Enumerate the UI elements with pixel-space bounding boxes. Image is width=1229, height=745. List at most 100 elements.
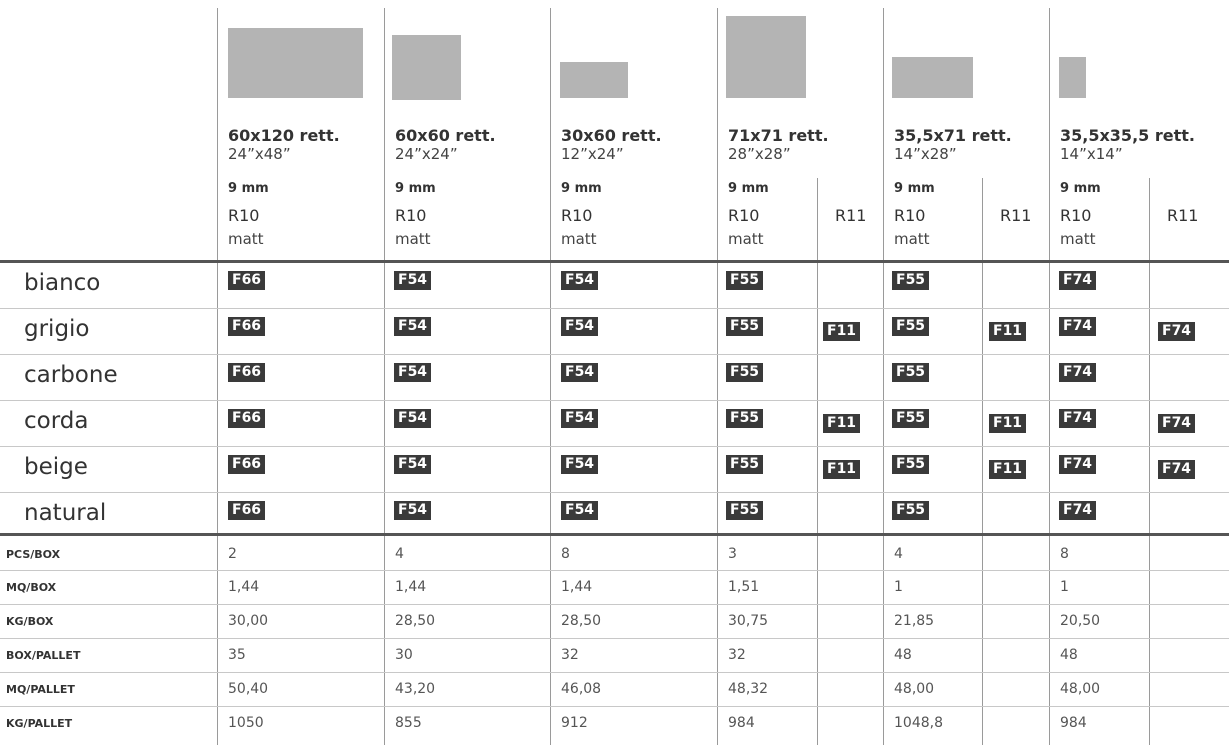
spec-value: 48 bbox=[894, 647, 912, 663]
tile-size-swatch bbox=[560, 62, 628, 98]
tile-size-swatch bbox=[726, 16, 806, 98]
size-inch: 12”x24” bbox=[561, 145, 624, 163]
row-divider bbox=[0, 706, 1229, 707]
article-code-badge: F55 bbox=[892, 271, 930, 290]
article-code-badge: F55 bbox=[726, 363, 764, 382]
spec-value: 1 bbox=[1060, 579, 1069, 595]
row-divider bbox=[0, 400, 1229, 401]
finish-label: matt bbox=[561, 230, 597, 248]
article-code-badge: F54 bbox=[394, 363, 432, 382]
column-divider bbox=[384, 8, 385, 745]
spec-value: 1,44 bbox=[561, 579, 593, 595]
spec-value: 32 bbox=[728, 647, 746, 663]
slip-rating-label: R10 bbox=[228, 206, 260, 225]
size-title: 30x60 rett. bbox=[561, 126, 662, 145]
spec-value: 30 bbox=[395, 647, 413, 663]
spec-value: 48 bbox=[1060, 647, 1078, 663]
size-title: 35,5x35,5 rett. bbox=[1060, 126, 1195, 145]
spec-label: BOX/PALLET bbox=[6, 649, 81, 662]
article-code-badge: F55 bbox=[892, 409, 930, 428]
article-code-badge: F55 bbox=[892, 317, 930, 336]
spec-value: 4 bbox=[395, 546, 404, 562]
article-code-badge: F54 bbox=[394, 271, 432, 290]
spec-value: 35 bbox=[228, 647, 246, 663]
spec-value: 48,00 bbox=[894, 681, 935, 697]
article-code-badge: F74 bbox=[1059, 409, 1097, 428]
column-divider bbox=[550, 8, 551, 745]
spec-value: 48,32 bbox=[728, 681, 769, 697]
color-name: natural bbox=[24, 500, 107, 526]
spec-value: 1 bbox=[894, 579, 903, 595]
color-name: carbone bbox=[24, 362, 118, 388]
size-title: 35,5x71 rett. bbox=[894, 126, 1012, 145]
article-code-badge: F66 bbox=[228, 455, 266, 474]
spec-value: 3 bbox=[728, 546, 737, 562]
spec-value: 43,20 bbox=[395, 681, 436, 697]
size-inch: 14”x28” bbox=[894, 145, 957, 163]
slip-rating-r11-label: R11 bbox=[835, 206, 867, 225]
article-code-badge: F54 bbox=[394, 317, 432, 336]
color-name: bianco bbox=[24, 270, 101, 296]
header-separator bbox=[0, 260, 1229, 263]
finish-label: matt bbox=[894, 230, 930, 248]
article-code-badge: F55 bbox=[726, 271, 764, 290]
thickness-label: 9 mm bbox=[561, 181, 602, 196]
article-code-badge: F66 bbox=[228, 271, 266, 290]
tile-size-swatch bbox=[892, 57, 973, 98]
row-divider bbox=[0, 308, 1229, 309]
spec-value: 46,08 bbox=[561, 681, 602, 697]
article-code-badge: F74 bbox=[1059, 363, 1097, 382]
size-inch: 24”x48” bbox=[228, 145, 291, 163]
subcolumn-divider bbox=[1149, 178, 1150, 745]
slip-rating-label: R10 bbox=[894, 206, 926, 225]
article-code-badge: F11 bbox=[989, 460, 1027, 479]
row-divider bbox=[0, 604, 1229, 605]
slip-rating-r11-label: R11 bbox=[1167, 206, 1199, 225]
spec-value: 1050 bbox=[228, 715, 264, 731]
article-code-badge: F66 bbox=[228, 409, 266, 428]
finish-label: matt bbox=[1060, 230, 1096, 248]
tile-size-swatch bbox=[228, 28, 363, 98]
spec-value: 30,00 bbox=[228, 613, 269, 629]
article-code-badge: F54 bbox=[561, 317, 599, 336]
article-code-badge: F55 bbox=[892, 363, 930, 382]
article-code-badge: F55 bbox=[726, 409, 764, 428]
slip-rating-label: R10 bbox=[728, 206, 760, 225]
article-code-badge: F54 bbox=[561, 409, 599, 428]
thickness-label: 9 mm bbox=[894, 181, 935, 196]
color-name: grigio bbox=[24, 316, 90, 342]
size-title: 60x120 rett. bbox=[228, 126, 340, 145]
article-code-badge: F74 bbox=[1059, 271, 1097, 290]
spec-value: 28,50 bbox=[395, 613, 436, 629]
slip-rating-r11-label: R11 bbox=[1000, 206, 1032, 225]
spec-label: MQ/PALLET bbox=[6, 683, 75, 696]
column-divider bbox=[1049, 8, 1050, 745]
subcolumn-divider bbox=[817, 178, 818, 745]
article-code-badge: F54 bbox=[561, 455, 599, 474]
size-title: 71x71 rett. bbox=[728, 126, 829, 145]
table-separator bbox=[0, 533, 1229, 536]
article-code-badge: F74 bbox=[1059, 455, 1097, 474]
spec-label: PCS/BOX bbox=[6, 548, 61, 561]
spec-value: 855 bbox=[395, 715, 422, 731]
spec-value: 984 bbox=[1060, 715, 1087, 731]
row-divider bbox=[0, 638, 1229, 639]
row-divider bbox=[0, 672, 1229, 673]
thickness-label: 9 mm bbox=[1060, 181, 1101, 196]
article-code-badge: F11 bbox=[989, 414, 1027, 433]
finish-label: matt bbox=[395, 230, 431, 248]
article-code-badge: F54 bbox=[394, 409, 432, 428]
spec-value: 2 bbox=[228, 546, 237, 562]
spec-value: 8 bbox=[1060, 546, 1069, 562]
spec-value: 1,44 bbox=[228, 579, 260, 595]
spec-value: 912 bbox=[561, 715, 588, 731]
tile-size-swatch bbox=[392, 35, 461, 100]
spec-value: 30,75 bbox=[728, 613, 769, 629]
spec-value: 32 bbox=[561, 647, 579, 663]
finish-label: matt bbox=[728, 230, 764, 248]
slip-rating-label: R10 bbox=[395, 206, 427, 225]
tile-size-swatch bbox=[1059, 57, 1086, 98]
slip-rating-label: R10 bbox=[561, 206, 593, 225]
color-name: corda bbox=[24, 408, 89, 434]
